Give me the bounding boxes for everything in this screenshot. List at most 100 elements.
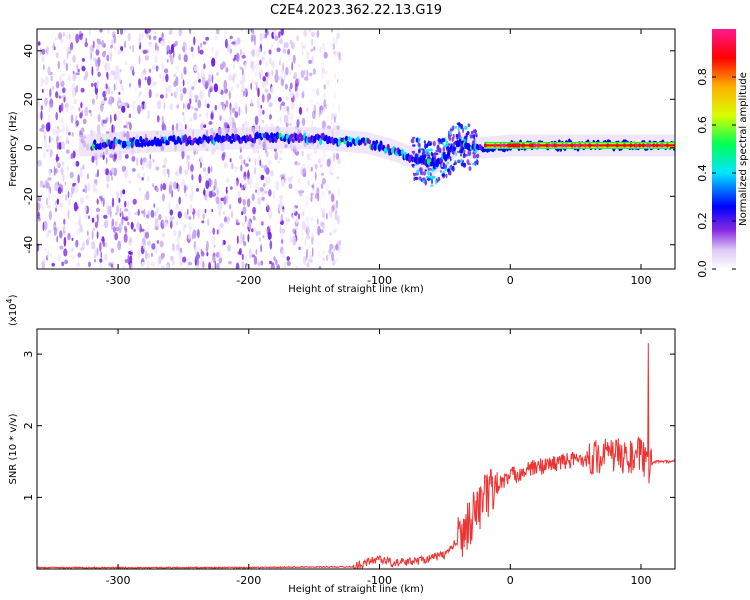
noise-cell [333,152,335,163]
noise-cell [170,221,173,229]
noise-cell [238,248,242,256]
noise-cell [223,196,227,205]
noise-cell [247,155,250,160]
noise-cell [183,102,185,110]
noise-cell [216,72,219,76]
noise-cell [58,183,63,189]
noise-cell [246,218,250,228]
noise-cell [220,253,224,257]
noise-cell [78,214,82,222]
noise-cell [49,152,53,158]
noise-cell [251,254,256,258]
noise-cell [153,203,156,208]
noise-cell [91,155,95,163]
track-halo [292,127,294,149]
noise-cell [141,262,145,266]
signal-cell [457,159,461,164]
noise-cell [265,203,269,208]
noise-cell [178,53,182,61]
noise-cell [308,254,313,260]
noise-cell [282,48,287,54]
noise-cell [197,228,200,239]
noise-cell [311,38,314,46]
noise-cell [103,253,108,261]
noise-cell [54,36,59,41]
noise-cell [206,187,210,197]
signal-cell [474,160,479,164]
noise-cell [202,41,207,45]
noise-cell [91,82,94,88]
noise-cell [128,121,130,125]
noise-cell [176,235,180,243]
noise-cell [211,46,214,54]
noise-cell [66,105,69,113]
noise-cell [179,247,183,253]
noise-cell [110,90,114,95]
noise-cell [144,76,147,81]
noise-cell [78,33,83,40]
x-tick-label: -200 [236,574,261,587]
noise-cell [187,232,191,240]
noise-cell [162,164,166,168]
noise-cell [84,184,88,194]
noise-cell [132,100,136,111]
noise-cell [107,99,111,105]
noise-cell [97,169,99,178]
signal-cell [441,138,446,143]
noise-cell [255,84,258,91]
noise-cell [289,236,293,243]
signal-cell [229,139,233,144]
noise-cell [166,59,169,63]
signal-cell [457,126,460,132]
noise-cell [236,235,239,244]
noise-cell [171,259,176,265]
noise-cell [91,66,94,76]
noise-cell [59,203,63,208]
signal-cell [416,169,420,174]
noise-cell [88,29,91,37]
noise-cell [107,29,110,35]
noise-cell [336,241,340,252]
signal-cell [583,143,587,148]
signal-cell [446,161,449,165]
signal-cell [448,171,452,176]
noise-cell [67,73,71,83]
y-tick-label: -20 [22,187,35,205]
noise-cell [107,61,110,71]
noise-cell [319,229,324,234]
noise-cell [206,196,209,202]
noise-cell [300,41,305,48]
track-halo [139,131,141,153]
noise-cell [216,29,220,35]
noise-cell [37,159,42,167]
noise-cell [129,65,134,71]
signal-cell [166,140,170,146]
noise-cell [182,79,185,87]
noise-cell [326,79,330,86]
signal-cell [424,180,427,186]
noise-cell [311,31,315,38]
noise-cell [175,202,179,210]
noise-cell [309,217,314,222]
colorbar-tick-label: 0.6 [696,116,709,134]
signal-cell [431,178,433,185]
noise-cell [288,71,292,75]
noise-cell [306,153,311,161]
noise-cell [75,120,80,127]
noise-cell [307,227,310,232]
noise-cell [239,48,242,56]
noise-cell [253,227,257,232]
y-tick-label: 2 [22,422,35,429]
noise-cell [47,229,52,234]
noise-cell [269,225,272,230]
noise-cell [110,248,115,253]
signal-cell [462,155,466,158]
noise-cell [189,97,192,105]
noise-cell [269,240,273,250]
noise-cell [215,251,220,258]
noise-cell [223,79,227,90]
noise-cell [211,208,214,213]
noise-cell [165,73,169,83]
noise-cell [175,65,180,70]
noise-cell [298,213,300,220]
